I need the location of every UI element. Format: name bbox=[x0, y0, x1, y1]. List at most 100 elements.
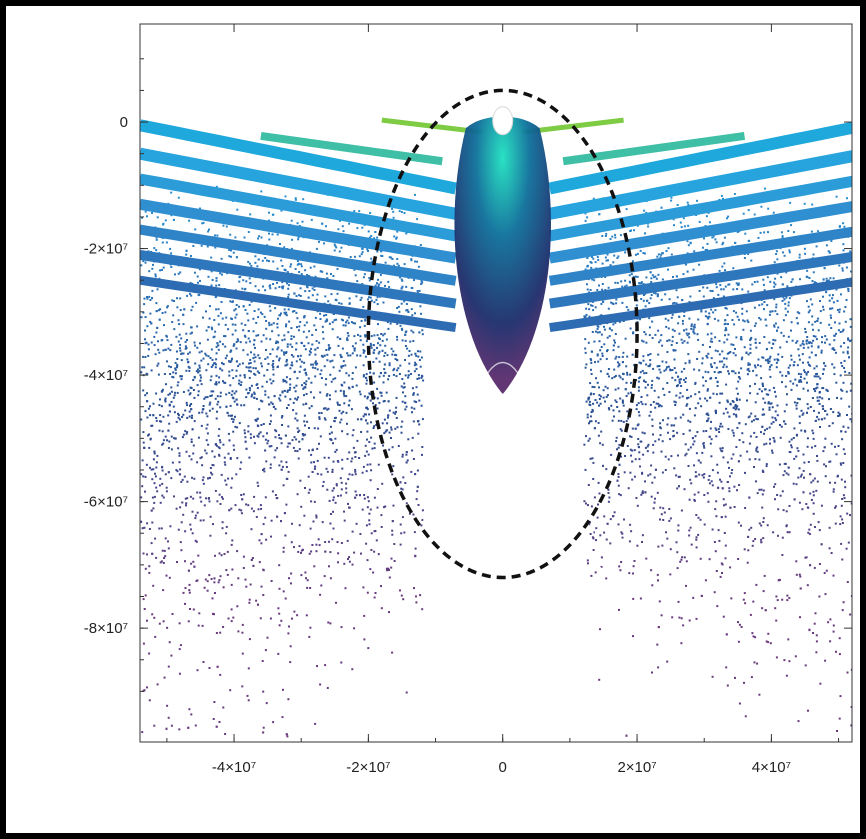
data-point bbox=[180, 359, 183, 362]
data-point bbox=[252, 367, 255, 370]
data-point bbox=[618, 320, 621, 323]
data-point bbox=[403, 300, 406, 303]
data-point bbox=[829, 618, 832, 621]
data-point bbox=[583, 315, 586, 318]
data-point bbox=[667, 458, 670, 461]
data-point bbox=[301, 438, 304, 441]
data-point bbox=[220, 554, 223, 557]
data-point bbox=[843, 342, 846, 344]
data-point bbox=[855, 555, 857, 557]
data-point bbox=[391, 520, 394, 523]
data-point bbox=[362, 305, 365, 308]
data-point bbox=[182, 352, 185, 355]
data-point bbox=[637, 402, 640, 405]
data-point bbox=[413, 279, 415, 282]
data-point bbox=[165, 241, 168, 244]
data-point bbox=[801, 508, 804, 511]
data-point bbox=[724, 557, 727, 560]
data-point bbox=[781, 236, 784, 239]
data-point bbox=[237, 630, 240, 633]
data-point bbox=[643, 380, 646, 383]
data-point bbox=[721, 425, 724, 428]
data-point bbox=[278, 357, 281, 360]
data-point bbox=[214, 397, 217, 400]
data-point bbox=[640, 400, 643, 403]
data-point bbox=[696, 358, 699, 360]
data-point bbox=[794, 378, 797, 381]
data-point bbox=[368, 413, 371, 416]
data-point bbox=[325, 318, 328, 321]
data-point bbox=[800, 429, 803, 432]
data-point bbox=[795, 407, 798, 410]
data-point bbox=[620, 419, 623, 422]
data-point bbox=[346, 539, 349, 542]
data-point bbox=[677, 322, 680, 325]
data-point bbox=[677, 524, 680, 527]
data-point bbox=[731, 429, 734, 432]
data-point bbox=[625, 208, 628, 211]
data-point bbox=[337, 344, 340, 347]
data-point bbox=[587, 303, 590, 306]
data-point bbox=[641, 403, 644, 406]
data-point bbox=[248, 362, 250, 365]
data-point bbox=[833, 339, 836, 342]
data-point bbox=[218, 376, 221, 379]
data-point bbox=[146, 392, 148, 395]
data-point bbox=[330, 425, 332, 428]
data-point bbox=[646, 299, 648, 302]
data-point bbox=[153, 501, 156, 504]
data-point bbox=[356, 227, 359, 230]
data-point bbox=[856, 251, 858, 253]
data-point bbox=[188, 219, 191, 222]
data-point bbox=[274, 429, 277, 432]
data-point bbox=[191, 510, 194, 513]
data-point bbox=[421, 518, 424, 521]
data-point bbox=[642, 340, 645, 343]
data-point bbox=[783, 470, 786, 473]
data-point bbox=[813, 367, 816, 370]
data-point bbox=[395, 396, 398, 399]
data-point bbox=[393, 235, 396, 238]
data-point bbox=[773, 285, 776, 288]
data-point bbox=[242, 555, 245, 558]
data-point bbox=[344, 364, 347, 367]
data-point bbox=[348, 399, 351, 402]
data-point bbox=[180, 521, 183, 524]
data-point bbox=[288, 389, 291, 391]
data-point bbox=[197, 371, 200, 374]
data-point bbox=[842, 222, 845, 225]
data-point bbox=[756, 492, 759, 495]
data-point bbox=[203, 504, 206, 507]
data-point bbox=[614, 388, 617, 391]
data-point bbox=[856, 417, 858, 419]
data-point bbox=[415, 354, 418, 357]
data-point bbox=[714, 238, 717, 241]
data-point bbox=[798, 501, 801, 504]
data-point bbox=[777, 359, 780, 362]
data-point bbox=[773, 281, 776, 284]
data-point bbox=[240, 381, 243, 384]
data-point bbox=[626, 410, 629, 413]
data-point bbox=[710, 455, 713, 458]
data-point bbox=[790, 321, 793, 324]
data-point bbox=[340, 481, 343, 484]
data-point bbox=[764, 359, 767, 362]
data-point bbox=[754, 538, 757, 540]
data-point bbox=[759, 365, 762, 368]
data-point bbox=[858, 679, 860, 681]
data-point bbox=[714, 377, 717, 379]
data-point bbox=[234, 415, 236, 418]
data-point bbox=[652, 401, 655, 403]
data-point bbox=[586, 413, 589, 416]
data-point bbox=[687, 448, 690, 451]
data-point bbox=[272, 721, 275, 724]
data-point bbox=[859, 356, 861, 358]
data-point bbox=[783, 420, 786, 423]
data-point bbox=[181, 352, 184, 355]
data-point bbox=[167, 665, 170, 668]
data-point bbox=[189, 332, 192, 335]
data-point bbox=[688, 301, 691, 303]
data-point bbox=[218, 493, 221, 496]
data-point bbox=[684, 454, 687, 457]
data-point bbox=[225, 354, 228, 357]
